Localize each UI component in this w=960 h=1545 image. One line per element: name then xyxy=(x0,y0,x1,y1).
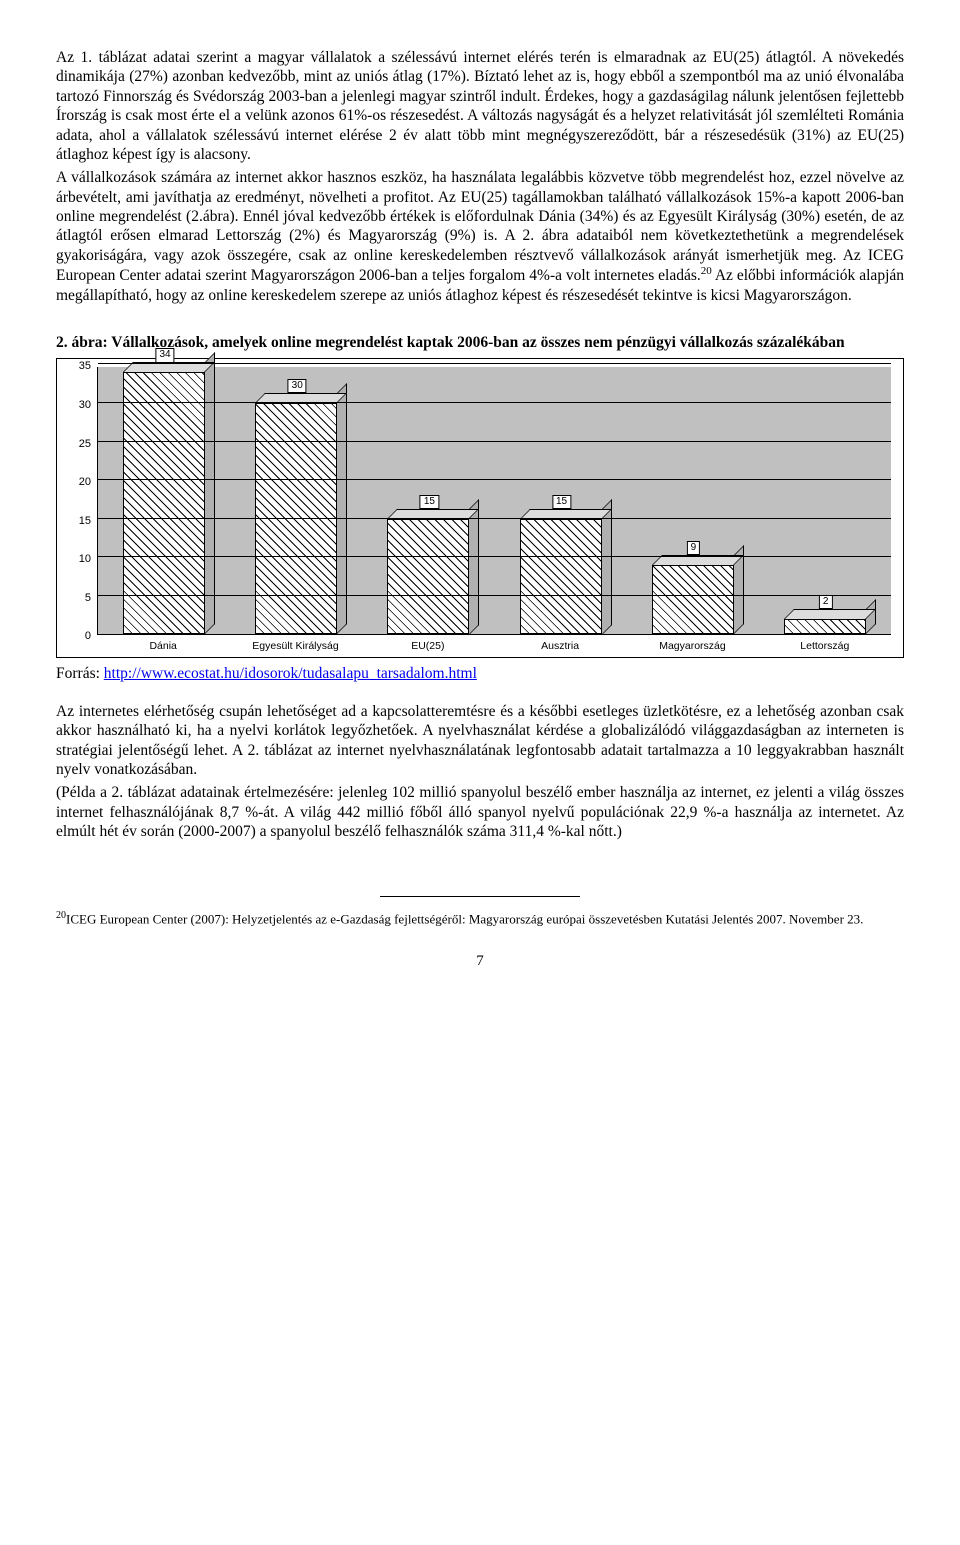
body-paragraph-2: A vállalkozások számára az internet akko… xyxy=(56,168,904,305)
bar-side-face xyxy=(469,499,479,635)
chart-source: Forrás: http://www.ecostat.hu/idosorok/t… xyxy=(56,664,904,683)
y-tick-label: 10 xyxy=(65,553,91,567)
chart-title: 2. ábra: Vállalkozások, amelyek online m… xyxy=(56,333,904,352)
bar: 15 xyxy=(520,519,602,635)
bar-side-face xyxy=(205,352,215,634)
bar-top-face xyxy=(784,609,876,619)
x-tick-label: Magyarország xyxy=(626,640,758,653)
y-tick-label: 0 xyxy=(65,631,91,645)
grid-line xyxy=(98,556,891,557)
x-tick-label: Egyesült Királyság xyxy=(229,640,361,653)
y-tick-label: 15 xyxy=(65,515,91,529)
y-tick-label: 30 xyxy=(65,399,91,413)
source-link[interactable]: http://www.ecostat.hu/idosorok/tudasalap… xyxy=(104,665,477,682)
grid-line xyxy=(98,479,891,480)
body-paragraph-3: Az internetes elérhetőség csupán lehetős… xyxy=(56,702,904,780)
x-tick-label: Ausztria xyxy=(494,640,626,653)
grid-line xyxy=(98,402,891,403)
plot-area: 3430151592 xyxy=(97,367,891,635)
bar: 9 xyxy=(652,565,734,634)
x-tick-label: Dánia xyxy=(97,640,229,653)
footnote-ref-20: 20 xyxy=(701,265,712,277)
bar: 2 xyxy=(784,619,866,634)
grid-line xyxy=(98,518,891,519)
y-tick-label: 25 xyxy=(65,438,91,452)
body-paragraph-1: Az 1. táblázat adatai szerint a magyar v… xyxy=(56,48,904,164)
y-tick-label: 20 xyxy=(65,476,91,490)
grid-line xyxy=(98,441,891,442)
bar-value-label: 34 xyxy=(155,348,174,363)
x-tick-label: Lettország xyxy=(759,640,891,653)
bar-value-label: 9 xyxy=(687,541,701,556)
bar: 15 xyxy=(387,519,469,635)
chart-container: 3430151592 05101520253035 DániaEgyesült … xyxy=(56,358,904,658)
page-number: 7 xyxy=(56,952,904,971)
bar-side-face xyxy=(602,499,612,635)
bar-front xyxy=(520,519,602,635)
bar-value-label: 30 xyxy=(288,379,307,394)
footnote-20: 20ICEG European Center (2007): Helyzetje… xyxy=(56,910,904,928)
y-tick-label: 5 xyxy=(65,592,91,606)
bar-front xyxy=(652,565,734,634)
bar-front xyxy=(387,519,469,635)
body-paragraph-4: (Példa a 2. táblázat adatainak értelmezé… xyxy=(56,783,904,841)
x-axis-labels: DániaEgyesült KirályságEU(25)AusztriaMag… xyxy=(97,640,891,653)
bar-side-face xyxy=(337,383,347,634)
source-label: Forrás: xyxy=(56,665,104,682)
y-tick-label: 35 xyxy=(65,361,91,375)
grid-line xyxy=(98,363,891,364)
bar-value-label: 15 xyxy=(552,495,571,510)
bar-chart: 3430151592 05101520253035 DániaEgyesült … xyxy=(56,358,904,658)
bar-front xyxy=(784,619,866,634)
footnote-number: 20 xyxy=(56,910,66,921)
grid-line xyxy=(98,595,891,596)
footnote-text: ICEG European Center (2007): Helyzetjele… xyxy=(66,912,863,927)
bar-value-label: 15 xyxy=(420,495,439,510)
bar-value-label: 2 xyxy=(819,595,833,610)
footnote-separator xyxy=(380,896,580,897)
x-tick-label: EU(25) xyxy=(362,640,494,653)
